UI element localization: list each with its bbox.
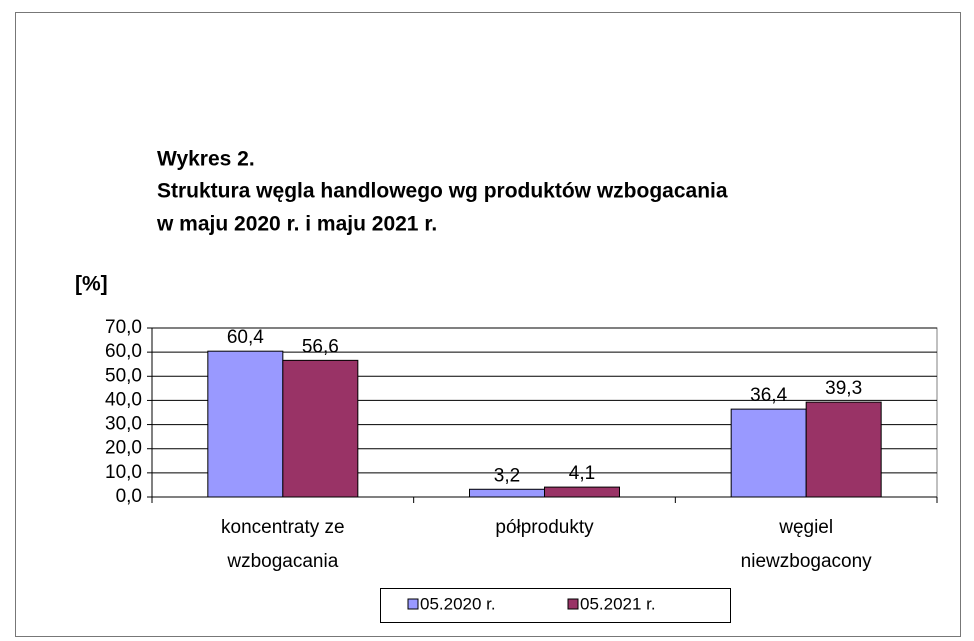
chart-title: Wykres 2. bbox=[157, 148, 255, 171]
bar bbox=[207, 350, 284, 498]
y-axis-label: [%] bbox=[75, 273, 108, 296]
bar bbox=[805, 401, 882, 498]
data-label: 4,1 bbox=[569, 463, 595, 484]
chart-title: w maju 2020 r. i maju 2021 r. bbox=[156, 213, 437, 236]
data-label: 36,4 bbox=[750, 385, 787, 406]
legend-swatch bbox=[407, 598, 419, 610]
x-tick-label: półprodukty bbox=[495, 517, 594, 538]
y-tick-label: 30,0 bbox=[105, 414, 142, 435]
y-tick-label: 40,0 bbox=[105, 389, 142, 410]
x-tick-label: węgiel niewzbogacony bbox=[741, 517, 872, 572]
legend-label: 05.2020 r. bbox=[420, 594, 496, 613]
data-label: 56,6 bbox=[302, 336, 339, 357]
legend bbox=[380, 588, 731, 623]
y-tick-label: 70,0 bbox=[105, 317, 142, 338]
data-label: 60,4 bbox=[227, 327, 264, 348]
y-tick-label: 0,0 bbox=[116, 486, 142, 507]
y-tick-label: 60,0 bbox=[105, 341, 142, 362]
bar bbox=[469, 488, 545, 498]
chart-title: Struktura węgla handlowego wg produktów … bbox=[157, 180, 728, 203]
y-tick-label: 10,0 bbox=[105, 462, 142, 483]
legend-label: 05.2021 r. bbox=[580, 594, 656, 613]
y-tick-label: 20,0 bbox=[105, 438, 142, 459]
bar bbox=[730, 408, 807, 498]
bar bbox=[544, 486, 620, 498]
y-tick-label: 50,0 bbox=[105, 365, 142, 386]
data-label: 39,3 bbox=[825, 378, 862, 399]
bar bbox=[282, 359, 359, 498]
frame bbox=[15, 12, 961, 637]
x-tick-label: koncentraty ze wzbogacania bbox=[221, 517, 345, 572]
legend-swatch bbox=[567, 598, 579, 610]
data-label: 3,2 bbox=[494, 465, 520, 486]
